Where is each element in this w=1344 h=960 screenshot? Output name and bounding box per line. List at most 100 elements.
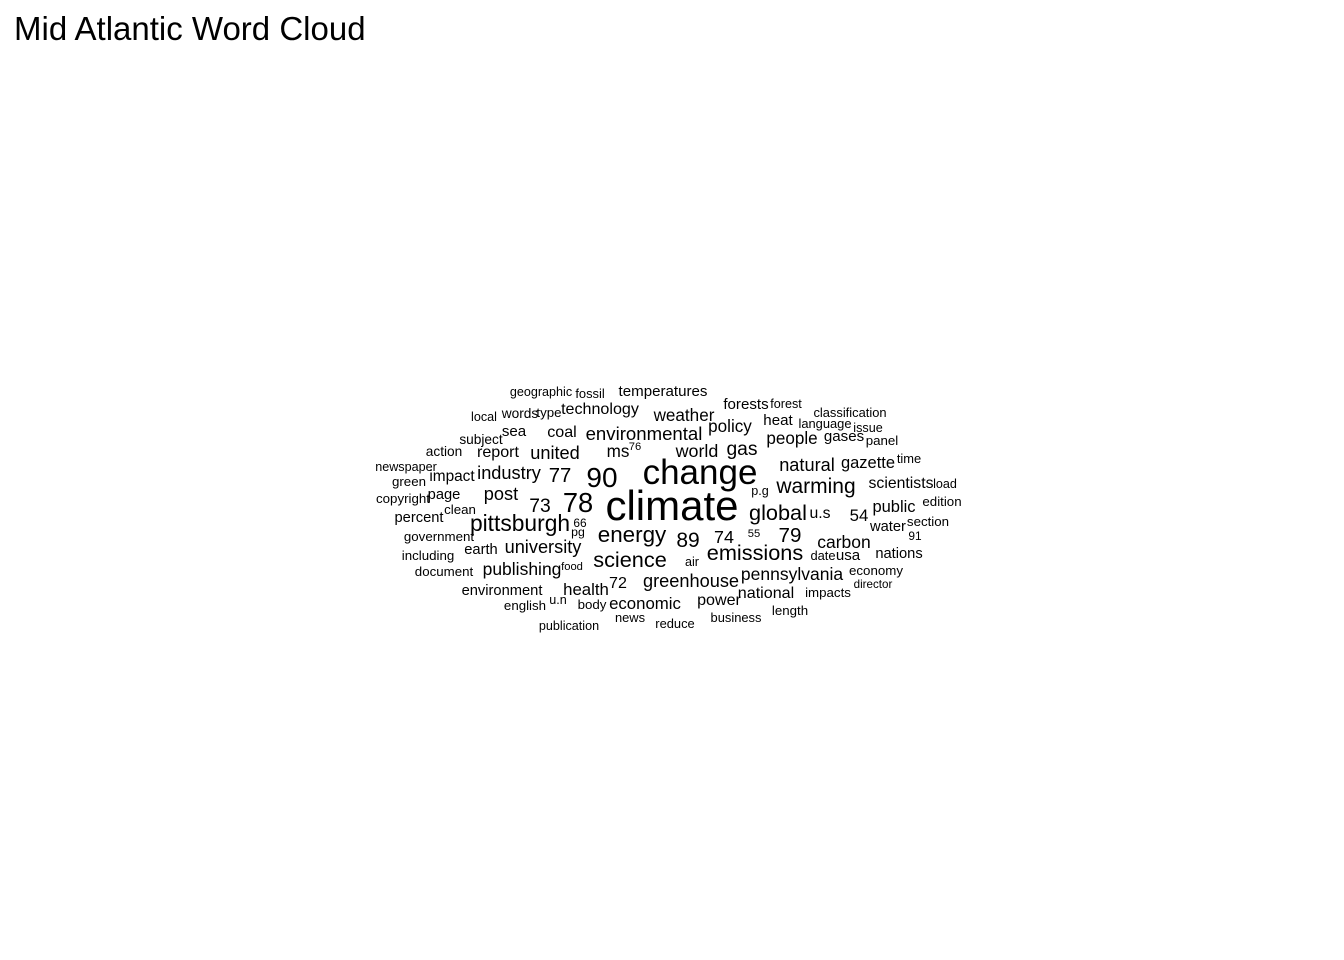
word-environment: environment xyxy=(462,583,543,599)
word-policy: policy xyxy=(708,417,752,436)
word-change: change xyxy=(643,453,758,492)
word-words: words xyxy=(501,406,539,421)
word-nations: nations xyxy=(875,546,922,562)
word-earth: earth xyxy=(464,542,497,558)
word-news: news xyxy=(615,610,645,625)
word-climate: climate xyxy=(605,482,738,529)
word-load: load xyxy=(933,477,957,491)
word-action: action xyxy=(426,444,463,459)
word-gas: gas xyxy=(726,439,757,460)
word-55: 55 xyxy=(748,528,760,540)
word-warming: warming xyxy=(775,475,855,498)
word-coal: coal xyxy=(547,423,577,441)
word-forest: forest xyxy=(770,397,802,411)
word-document: document xyxy=(415,564,474,579)
word-time: time xyxy=(897,451,921,466)
word-issue: issue xyxy=(853,421,882,435)
word-global: global xyxy=(749,500,807,525)
word-89: 89 xyxy=(676,529,699,552)
word-91: 91 xyxy=(908,529,922,543)
word-greenhouse: greenhouse xyxy=(643,571,739,591)
word-page: page xyxy=(428,487,461,503)
word-90: 90 xyxy=(586,462,617,493)
word-body: body xyxy=(578,597,607,612)
word-54: 54 xyxy=(850,506,869,525)
word-post: post xyxy=(484,484,518,504)
word-carbon: carbon xyxy=(817,532,871,552)
word-pennsylvania: pennsylvania xyxy=(741,564,843,584)
word-united: united xyxy=(530,443,580,463)
word-78: 78 xyxy=(563,487,593,518)
word-director: director xyxy=(854,578,893,591)
word-government: government xyxy=(404,529,475,544)
word-university: university xyxy=(505,537,583,557)
word-publication: publication xyxy=(539,619,599,633)
word-fossil: fossil xyxy=(575,386,604,401)
word-copyright: copyright xyxy=(376,491,430,506)
word-local: local xyxy=(471,410,497,424)
word-gases: gases xyxy=(824,428,864,445)
word-emissions: emissions xyxy=(707,540,804,565)
word-72: 72 xyxy=(609,574,627,592)
word-sea: sea xyxy=(502,423,527,440)
word-english: english xyxy=(504,598,546,613)
word-pg: pg xyxy=(571,525,585,539)
word-economic: economic xyxy=(609,594,681,613)
word-natural: natural xyxy=(779,455,835,475)
chart-title: Mid Atlantic Word Cloud xyxy=(14,10,366,47)
word-u-s: u.s xyxy=(809,505,830,522)
word-76: 76 xyxy=(629,441,641,453)
word-edition: edition xyxy=(922,494,961,509)
word-including: including xyxy=(402,548,455,563)
word-science: science xyxy=(593,547,667,572)
word-environmental: environmental xyxy=(586,423,703,444)
word-impacts: impacts xyxy=(805,585,851,600)
word-national: national xyxy=(738,584,794,602)
word-business: business xyxy=(711,610,762,625)
word-public: public xyxy=(872,498,915,516)
word-newspaper: newspaper xyxy=(375,460,437,474)
word-73: 73 xyxy=(529,496,550,517)
word-length: length xyxy=(772,603,808,618)
word-health: health xyxy=(563,580,609,599)
word-panel: panel xyxy=(866,433,899,448)
word-date: date xyxy=(810,548,835,563)
word-usa: usa xyxy=(836,547,861,564)
word-reduce: reduce xyxy=(655,616,694,631)
word-p-g: p.g xyxy=(751,484,769,498)
word-percent: percent xyxy=(395,510,444,526)
word-air: air xyxy=(685,555,699,569)
word-66: 66 xyxy=(573,516,587,530)
word-79: 79 xyxy=(779,524,802,547)
word-subject: subject xyxy=(459,432,503,447)
word-clean: clean xyxy=(444,502,476,517)
word-industry: industry xyxy=(477,463,542,483)
word-report: report xyxy=(477,443,520,461)
word-forests: forests xyxy=(723,396,768,413)
word-u-n: u.n xyxy=(549,593,567,607)
word-heat: heat xyxy=(763,412,793,429)
word-world: world xyxy=(675,441,719,461)
word-section: section xyxy=(907,514,949,529)
word-geographic: geographic xyxy=(510,385,572,399)
word-technology: technology xyxy=(561,400,640,418)
word-type: type xyxy=(536,405,561,420)
word-publishing: publishing xyxy=(483,559,562,579)
word-food: food xyxy=(561,561,583,573)
word-77: 77 xyxy=(549,465,572,487)
word-water: water xyxy=(869,519,906,535)
word-language: language xyxy=(798,416,851,431)
word-ms: ms xyxy=(607,442,630,461)
word-economy: economy xyxy=(849,563,903,578)
word-scientists: scientists xyxy=(869,475,934,492)
word-power: power xyxy=(697,591,741,609)
word-green: green xyxy=(392,474,426,489)
word-classification: classification xyxy=(813,405,886,420)
word-weather: weather xyxy=(653,406,715,425)
word-74: 74 xyxy=(714,527,734,547)
word-pittsburgh: pittsburgh xyxy=(470,510,570,536)
word-temperatures: temperatures xyxy=(619,383,708,400)
word-gazette: gazette xyxy=(841,454,895,472)
word-people: people xyxy=(766,429,817,448)
